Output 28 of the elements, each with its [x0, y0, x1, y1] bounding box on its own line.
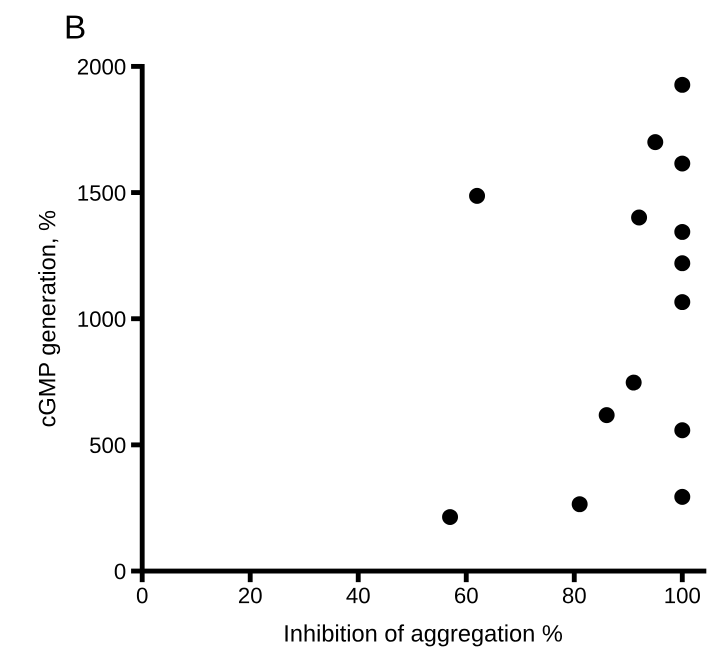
point — [631, 210, 648, 226]
y-tick-label: 1000 — [78, 311, 126, 327]
point — [598, 407, 615, 424]
point — [674, 156, 690, 172]
x-tick-label: 40 — [346, 588, 370, 604]
y-axis-title: cGMP generation, % — [38, 210, 60, 426]
x-axis-title: Inhibition of aggregation % — [285, 624, 562, 646]
point — [572, 496, 588, 512]
point — [469, 188, 486, 204]
y-tick-label: 1500 — [78, 185, 126, 201]
x-tick-label: 20 — [238, 588, 262, 604]
point — [674, 255, 690, 272]
point — [626, 374, 642, 391]
chart-title: B — [66, 16, 84, 38]
point — [674, 294, 690, 310]
point — [674, 224, 690, 240]
y-tick-label: 0 — [114, 564, 126, 580]
x-tick-label: 100 — [665, 588, 700, 604]
point — [674, 76, 690, 93]
y-tick-label: 500 — [90, 437, 126, 454]
point — [442, 509, 458, 526]
point — [674, 422, 690, 438]
x-tick-label: 60 — [455, 588, 478, 604]
point — [674, 488, 690, 505]
point — [647, 134, 664, 150]
y-tick-label: 2000 — [78, 58, 126, 75]
x-tick-label: 80 — [562, 588, 586, 604]
x-tick-label: 0 — [136, 588, 148, 604]
